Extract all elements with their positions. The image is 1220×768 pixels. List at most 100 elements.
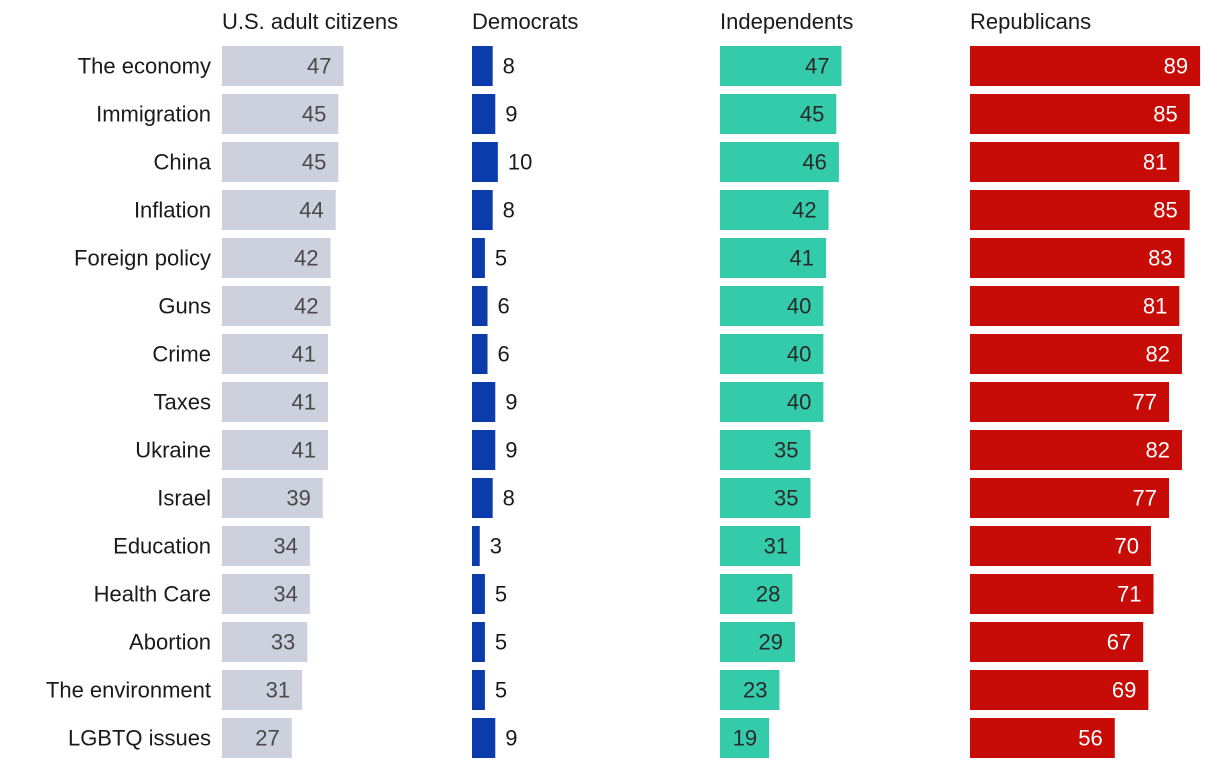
data-label: 40 — [787, 342, 811, 367]
data-label: 34 — [273, 534, 297, 559]
bar — [222, 190, 336, 230]
category-label: Foreign policy — [74, 246, 211, 271]
data-label: 31 — [266, 678, 290, 703]
data-label: 42 — [792, 198, 816, 223]
bar — [720, 622, 795, 662]
bar — [970, 622, 1144, 662]
data-label: 42 — [294, 294, 318, 319]
column-header: Democrats — [472, 9, 578, 34]
data-label: 5 — [495, 630, 507, 655]
bar — [720, 526, 801, 566]
bar — [222, 334, 328, 374]
data-label: 40 — [787, 390, 811, 415]
bar — [720, 718, 770, 758]
category-label: Guns — [158, 294, 211, 319]
data-label: 82 — [1145, 342, 1169, 367]
data-label: 10 — [508, 150, 532, 175]
data-label: 35 — [774, 438, 798, 463]
column-header: U.S. adult citizens — [222, 9, 398, 34]
data-label: 56 — [1078, 726, 1102, 751]
bar — [970, 574, 1154, 614]
data-label: 41 — [292, 438, 316, 463]
bar — [222, 574, 310, 614]
bar — [222, 46, 344, 86]
data-label: 69 — [1112, 678, 1136, 703]
data-label: 9 — [505, 438, 517, 463]
data-label: 31 — [764, 534, 788, 559]
bar — [472, 574, 485, 614]
data-label: 9 — [505, 726, 517, 751]
category-label: Ukraine — [135, 438, 211, 463]
bar — [222, 238, 331, 278]
data-label: 27 — [255, 726, 279, 751]
category-label: China — [154, 150, 212, 175]
data-label: 46 — [802, 150, 826, 175]
bar — [472, 478, 493, 518]
category-label: The economy — [78, 54, 211, 79]
bar — [720, 142, 839, 182]
data-label: 45 — [302, 102, 326, 127]
bar — [970, 478, 1170, 518]
data-label: 82 — [1145, 438, 1169, 463]
data-label: 39 — [286, 486, 310, 511]
bar — [472, 334, 488, 374]
bar — [970, 190, 1190, 230]
category-label: LGBTQ issues — [68, 726, 211, 751]
data-label: 45 — [800, 102, 824, 127]
data-label: 67 — [1107, 630, 1131, 655]
bar — [472, 286, 488, 326]
data-label: 70 — [1114, 534, 1138, 559]
bar — [222, 286, 331, 326]
data-label: 5 — [495, 582, 507, 607]
bar — [222, 718, 292, 758]
data-label: 41 — [292, 390, 316, 415]
category-label: Taxes — [154, 390, 211, 415]
bar — [472, 190, 493, 230]
data-label: 41 — [292, 342, 316, 367]
data-label: 81 — [1143, 294, 1167, 319]
data-label: 34 — [273, 582, 297, 607]
bar — [472, 382, 496, 422]
data-label: 71 — [1117, 582, 1141, 607]
bar — [970, 46, 1201, 86]
bar — [222, 382, 328, 422]
bar — [472, 670, 485, 710]
category-label: Immigration — [96, 102, 211, 127]
bar — [720, 238, 826, 278]
bar — [720, 670, 780, 710]
bar — [472, 142, 498, 182]
data-label: 5 — [495, 246, 507, 271]
data-label: 6 — [498, 342, 510, 367]
bar — [222, 622, 308, 662]
bar — [472, 430, 496, 470]
data-label: 35 — [774, 486, 798, 511]
bar — [720, 286, 824, 326]
bar — [222, 478, 323, 518]
data-label: 23 — [743, 678, 767, 703]
data-label: 5 — [495, 678, 507, 703]
bar — [970, 382, 1170, 422]
data-label: 8 — [503, 486, 515, 511]
bar — [970, 142, 1180, 182]
data-label: 47 — [805, 54, 829, 79]
bar — [970, 670, 1149, 710]
bar — [720, 46, 842, 86]
data-label: 77 — [1133, 390, 1157, 415]
bar — [970, 526, 1151, 566]
category-label: Health Care — [94, 582, 211, 607]
column-header: Independents — [720, 9, 853, 34]
bar — [222, 94, 339, 134]
data-label: 8 — [503, 198, 515, 223]
data-label: 85 — [1153, 102, 1177, 127]
data-label: 89 — [1164, 54, 1188, 79]
bar — [970, 94, 1190, 134]
data-label: 9 — [505, 102, 517, 127]
data-label: 47 — [307, 54, 331, 79]
bar — [472, 622, 485, 662]
data-label: 83 — [1148, 246, 1172, 271]
column-header: Republicans — [970, 9, 1091, 34]
bar — [720, 430, 811, 470]
bar — [222, 670, 303, 710]
bar — [720, 94, 837, 134]
